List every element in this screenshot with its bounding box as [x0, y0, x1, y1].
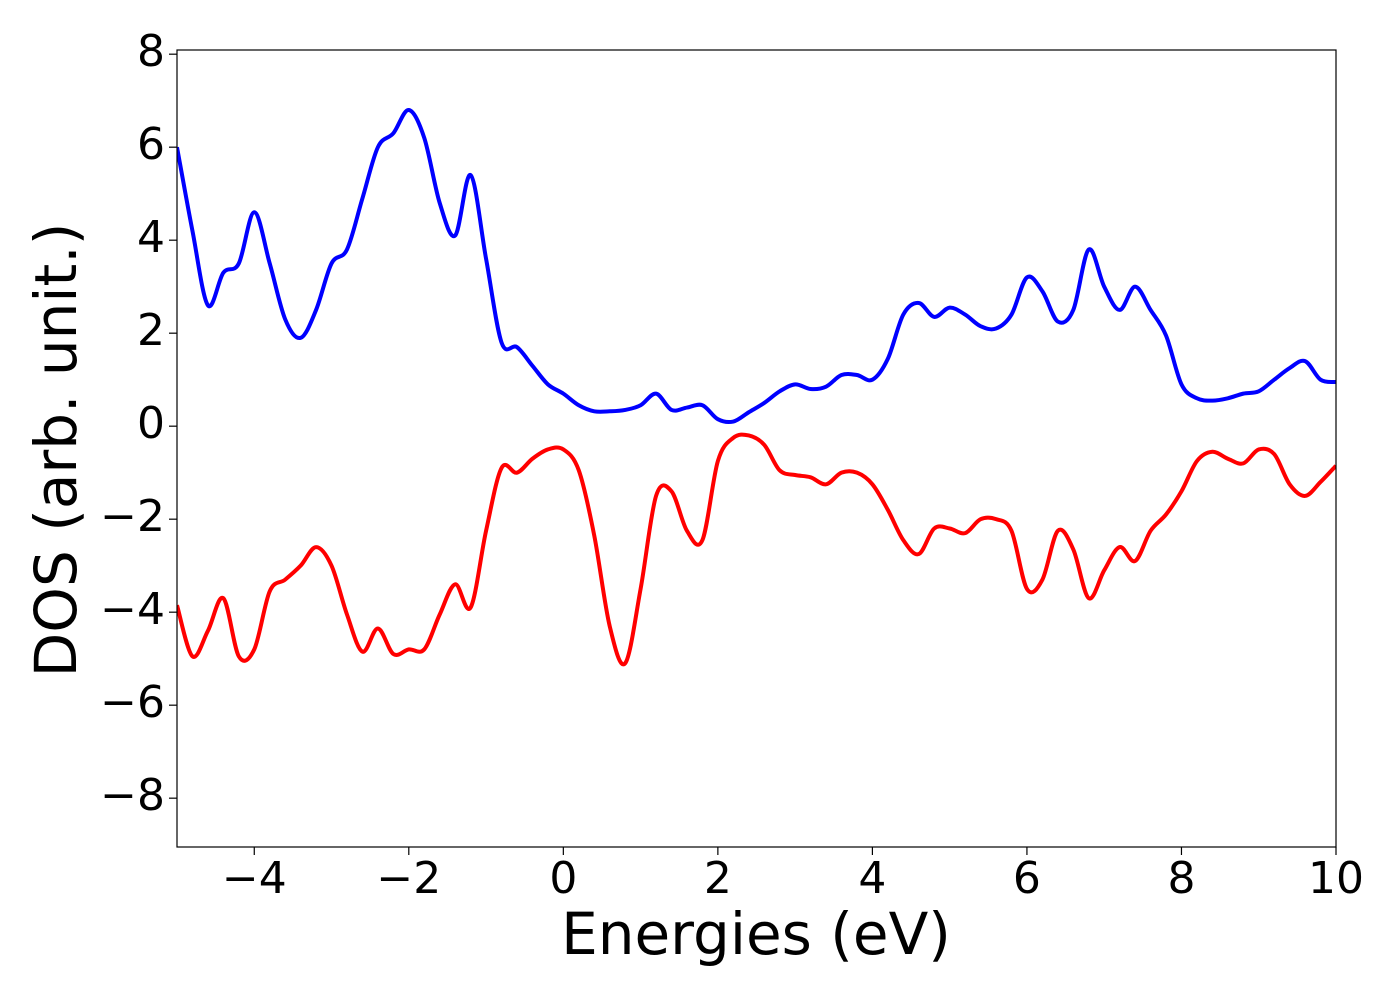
y-tick-label: −2 [100, 491, 165, 542]
x-tick-label: 6 [1013, 853, 1041, 904]
y-tick-label: 2 [137, 305, 165, 356]
dos-line [177, 108, 1336, 425]
x-tick-label: 0 [549, 853, 577, 904]
y-tick-label: −4 [100, 584, 165, 635]
x-tick-label: 10 [1308, 853, 1364, 904]
y-tick-label: −6 [100, 677, 165, 728]
y-tick-label: −8 [100, 770, 165, 821]
x-tick-label: 2 [704, 853, 732, 904]
dos-line [177, 432, 1336, 667]
x-tick-label: 4 [858, 853, 886, 904]
y-tick-label: 4 [137, 212, 165, 263]
x-tick-label: 8 [1167, 853, 1195, 904]
y-tick-label: 6 [137, 119, 165, 170]
x-tick-label: −4 [222, 853, 287, 904]
plot-frame [176, 49, 1337, 848]
y-axis-label: DOS (arb. unit.) [22, 223, 90, 678]
y-tick-label: 8 [137, 26, 165, 77]
x-axis-label: Energies (eV) [561, 900, 951, 968]
y-tick-label: 0 [137, 398, 165, 449]
x-tick-label: −2 [376, 853, 441, 904]
